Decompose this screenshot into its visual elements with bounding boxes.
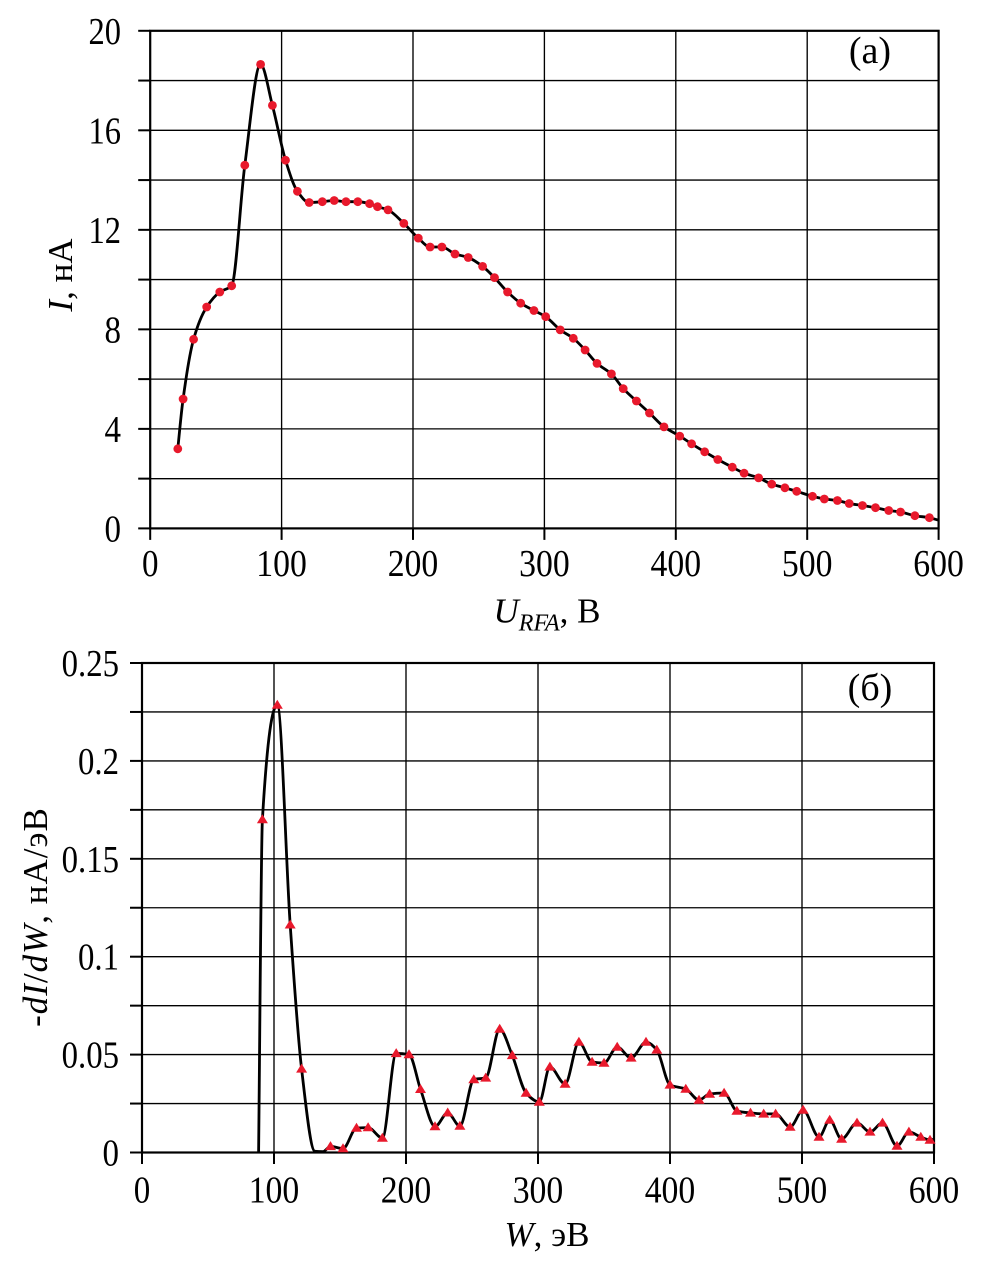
svg-text:200: 200 [388, 543, 439, 585]
svg-text:I, нА: I, нА [41, 238, 80, 313]
svg-text:400: 400 [645, 1170, 696, 1212]
svg-text:8: 8 [105, 309, 122, 351]
svg-text:300: 300 [513, 1170, 564, 1212]
svg-text:600: 600 [909, 1170, 960, 1212]
svg-text:12: 12 [89, 210, 122, 252]
svg-text:0.1: 0.1 [78, 937, 119, 979]
svg-text:0: 0 [142, 543, 159, 585]
svg-text:600: 600 [913, 543, 964, 585]
svg-text:0.15: 0.15 [62, 839, 119, 881]
svg-text:16: 16 [89, 110, 122, 152]
svg-text:300: 300 [519, 543, 570, 585]
svg-text:0.2: 0.2 [78, 741, 119, 783]
svg-text:4: 4 [105, 409, 122, 451]
svg-text:100: 100 [249, 1170, 300, 1212]
svg-text:URFA, В: URFA, В [494, 592, 601, 637]
svg-text:W, эВ: W, эВ [505, 1215, 590, 1254]
svg-text:500: 500 [777, 1170, 828, 1212]
svg-text:20: 20 [89, 11, 122, 53]
svg-text:-dI/dW, нА/эВ: -dI/dW, нА/эВ [16, 807, 55, 1027]
svg-text:500: 500 [782, 543, 833, 585]
svg-text:0: 0 [103, 1133, 120, 1175]
svg-text:100: 100 [256, 543, 307, 585]
svg-text:400: 400 [651, 543, 702, 585]
svg-text:200: 200 [381, 1170, 432, 1212]
svg-text:(а): (а) [849, 30, 891, 72]
svg-text:0.25: 0.25 [62, 643, 119, 685]
svg-text:0: 0 [105, 508, 122, 550]
svg-text:0: 0 [134, 1170, 151, 1212]
svg-text:(б): (б) [848, 667, 893, 709]
svg-text:0.05: 0.05 [62, 1035, 119, 1077]
